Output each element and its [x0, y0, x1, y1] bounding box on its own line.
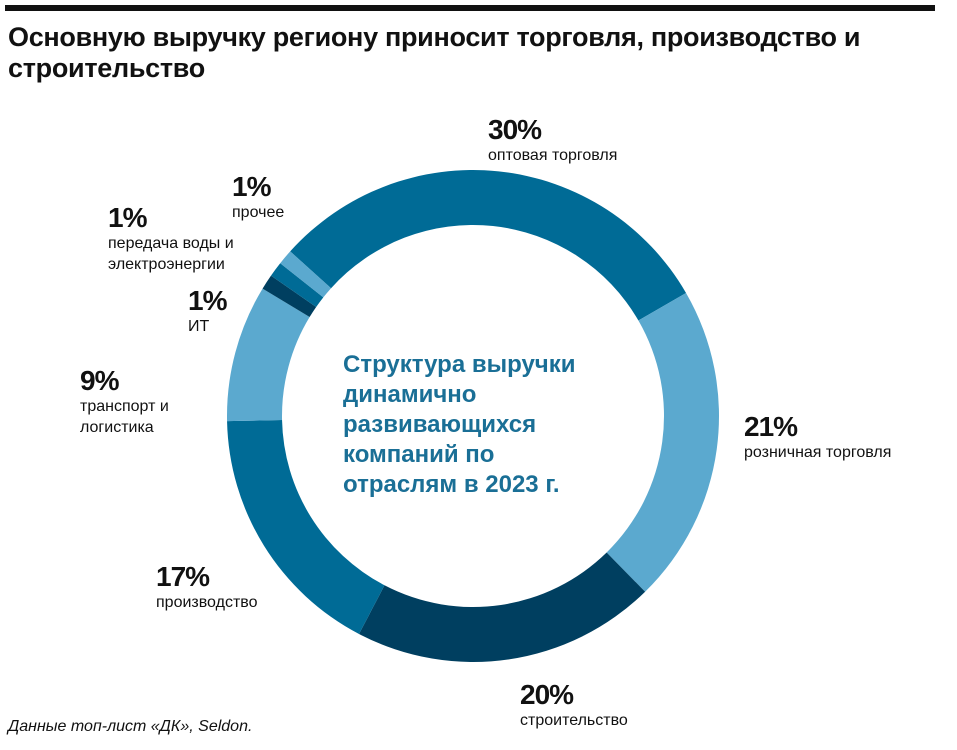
- donut-slice-5: [262, 275, 317, 318]
- label-construction: 20% строительство: [520, 680, 628, 731]
- value-label: 30%: [488, 114, 542, 145]
- category-label: производство: [156, 594, 258, 611]
- value-label: 9%: [80, 365, 119, 396]
- label-production: 17% производство: [156, 562, 257, 613]
- category-label: розничная торговля: [744, 444, 892, 461]
- label-it: 1% ИТ: [188, 285, 227, 337]
- label-utilities: 1% передача воды и электроэнергии: [108, 203, 268, 275]
- donut-slice-6: [270, 263, 324, 307]
- top-rule: [5, 5, 935, 11]
- category-label: оптовая торговля: [488, 147, 618, 164]
- donut-slice-2: [359, 552, 646, 662]
- label-retail: 21% розничная торговля: [744, 412, 891, 463]
- category-label: передача воды и электроэнергии: [108, 235, 234, 273]
- value-label: 20%: [520, 679, 574, 710]
- value-label: 1%: [232, 171, 271, 202]
- value-label: 17%: [156, 561, 210, 592]
- label-wholesale: 30% оптовая торговля: [488, 115, 617, 166]
- value-label: 1%: [108, 202, 147, 233]
- category-label: ИТ: [188, 318, 210, 335]
- value-label: 1%: [188, 285, 227, 316]
- value-label: 21%: [744, 411, 798, 442]
- chart-title: Основную выручку региону приносит торгов…: [8, 22, 861, 83]
- category-label: строительство: [520, 712, 628, 729]
- category-label: транспорт и логистика: [80, 398, 169, 436]
- source-note: Данные топ-лист «ДК», Seldon.: [8, 718, 253, 735]
- donut-slice-3: [227, 420, 385, 635]
- donut-slice-1: [606, 293, 719, 592]
- label-transport: 9% транспорт и логистика: [80, 366, 210, 438]
- center-label: Структура выручки динамично развивающихс…: [343, 351, 576, 498]
- donut-slice-0: [290, 170, 687, 321]
- category-label: прочее: [232, 204, 285, 221]
- donut-slice-4: [227, 288, 310, 422]
- label-other: 1% прочее: [232, 172, 284, 223]
- donut-slice-7: [280, 251, 332, 298]
